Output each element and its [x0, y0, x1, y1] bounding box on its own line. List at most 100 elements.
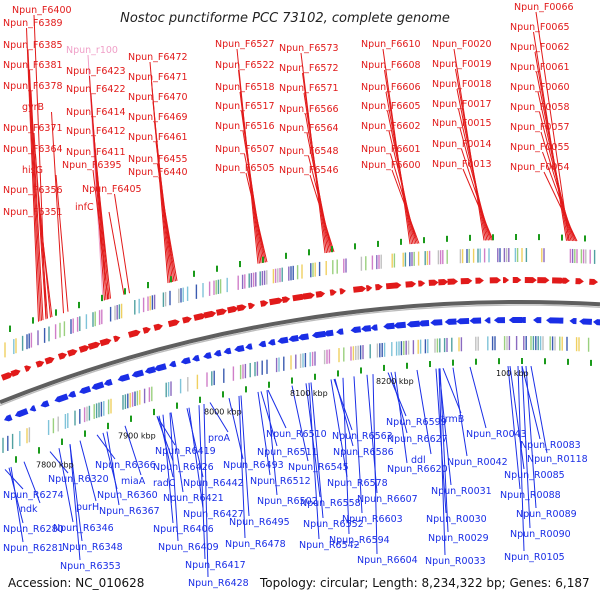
reverse-leader-line — [394, 371, 408, 464]
reverse-gene-label: Npun_R6442 — [183, 478, 244, 489]
reverse-arrow-shape — [555, 317, 564, 324]
forward-arrow-shape — [193, 313, 207, 321]
forward-gene-arrow — [589, 278, 599, 285]
forward-gene-arrow — [127, 329, 141, 338]
forward-gene-label: Npun_F6400 — [12, 5, 72, 16]
reverse-gene-label: Npun_R6552 — [303, 519, 364, 530]
forward-gene-label: Npun_F6411 — [66, 147, 126, 158]
reverse-gene-arrow — [213, 349, 222, 357]
reverse-gene-arrow — [430, 319, 443, 326]
reverse-gene-label: Npun_R6428 — [188, 578, 249, 589]
reverse-gene-label: radC — [153, 478, 176, 489]
kbp-label: 100 kbp — [496, 369, 529, 378]
reverse-gene-arrow — [14, 408, 29, 418]
forward-gene-label: Npun_F6378 — [3, 81, 63, 92]
forward-leader-line — [543, 171, 578, 242]
reverse-leader-line — [69, 444, 81, 561]
reverse-leader-line — [188, 407, 204, 509]
forward-arrow-shape — [44, 356, 55, 365]
reverse-arrow-shape — [546, 317, 560, 324]
forward-gene-label: Npun_F6405 — [82, 184, 142, 195]
forward-gene-label: Npun_F6516 — [215, 121, 275, 132]
reverse-gene-label: ddl — [411, 455, 426, 466]
reverse-arrow-shape — [288, 334, 299, 342]
forward-gene-label: Npun_F6371 — [3, 123, 63, 134]
forward-leader-line — [55, 174, 69, 312]
reverse-leader-line — [79, 440, 97, 502]
forward-leader-line — [30, 90, 44, 321]
reverse-leader-line — [23, 461, 41, 504]
forward-arrow-shape — [502, 277, 510, 284]
forward-gene-arrow — [24, 365, 32, 372]
reverse-gene-label: purH — [76, 502, 99, 513]
forward-gene-label: Npun_F6440 — [128, 167, 188, 178]
forward-gene-label: Npun_F6472 — [128, 52, 188, 63]
reverse-gene-arrow — [67, 390, 77, 398]
forward-arrow-shape — [353, 285, 367, 293]
reverse-gene-label: Npun_R6627 — [387, 434, 448, 445]
reverse-arrow-shape — [508, 317, 523, 324]
forward-arrow-shape — [315, 291, 326, 298]
reverse-arrow-shape — [203, 352, 212, 359]
forward-gene-label: Npun_F6364 — [3, 144, 63, 155]
reverse-gene-label: Npun_R6578 — [327, 478, 388, 489]
reverse-arrow-shape — [456, 317, 470, 325]
forward-gene-arrow — [142, 326, 151, 334]
forward-gene-arrow — [227, 306, 239, 314]
reverse-gene-label: Npun_R0031 — [431, 486, 492, 497]
forward-arrow-shape — [395, 282, 402, 289]
reverse-arrow-shape — [592, 319, 600, 326]
reverse-leader-line — [525, 365, 537, 509]
reverse-arrow-shape — [91, 381, 105, 390]
forward-gene-label: Npun_F0013 — [432, 159, 492, 170]
reverse-leader-line — [521, 365, 531, 529]
reverse-arrow-shape — [569, 318, 577, 325]
reverse-arrow-shape — [484, 317, 491, 324]
reverse-arrow-shape — [40, 400, 50, 408]
forward-arrow-shape — [575, 278, 584, 285]
reverse-gene-label: Npun_R6417 — [185, 560, 246, 571]
reverse-gene-arrow — [154, 363, 167, 372]
reverse-gene-arrow — [383, 322, 395, 330]
reverse-arrow-shape — [361, 325, 372, 332]
reverse-leader-line — [4, 469, 24, 490]
reverse-gene-arrow — [370, 324, 378, 331]
forward-gene-arrow — [460, 277, 473, 285]
reverse-gene-label: Npun_R6545 — [288, 462, 349, 473]
reverse-gene-label: Npun_R6348 — [62, 542, 123, 553]
reverse-arrow-shape — [323, 329, 334, 337]
reverse-arrow-shape — [579, 318, 593, 325]
forward-gene-arrow — [182, 316, 192, 324]
reverse-gene-arrow — [456, 317, 470, 325]
forward-gene-arrow — [302, 292, 315, 300]
reverse-leader-line — [452, 367, 468, 457]
forward-gene-label: Npun_F0065 — [510, 22, 570, 33]
reverse-gene-label: Npun_R6512 — [250, 476, 311, 487]
reverse-gene-arrow — [223, 347, 232, 355]
reverse-arrow-shape — [245, 343, 253, 350]
reverse-gene-arrow — [203, 352, 212, 359]
forward-gene-label: Npun_F0055 — [510, 142, 570, 153]
reverse-gene-label: Npun_R6511 — [257, 447, 318, 458]
forward-gene-arrow — [44, 356, 55, 365]
reverse-gene-arrow — [277, 336, 289, 344]
reverse-gene-label: Npun_R6594 — [329, 535, 390, 546]
reverse-gene-label: Npun_R0118 — [527, 454, 588, 465]
reverse-gene-arrow — [192, 354, 200, 362]
reverse-gene-label: Npun_R6406 — [153, 524, 214, 535]
forward-gene-label: Npun_F0057 — [510, 122, 570, 133]
reverse-gene-label: Npun_R6409 — [158, 542, 219, 553]
forward-gene-label: Npun_r100 — [66, 45, 118, 56]
forward-arrow-shape — [512, 277, 522, 284]
reverse-leader-line — [416, 369, 432, 455]
reverse-gene-label: Npun_R6280 — [3, 524, 64, 535]
forward-leader-line — [39, 216, 53, 318]
reverse-gene-label: ndk — [20, 504, 38, 515]
reverse-gene-arrow — [91, 381, 105, 390]
forward-gene-label: Npun_F6470 — [128, 92, 188, 103]
forward-arrow-shape — [489, 277, 502, 284]
reverse-gene-label: Npun_R0043 — [466, 429, 527, 440]
forward-gene-label: Npun_F6527 — [215, 39, 275, 50]
forward-arrow-shape — [99, 338, 112, 347]
forward-arrow-shape — [375, 284, 383, 291]
